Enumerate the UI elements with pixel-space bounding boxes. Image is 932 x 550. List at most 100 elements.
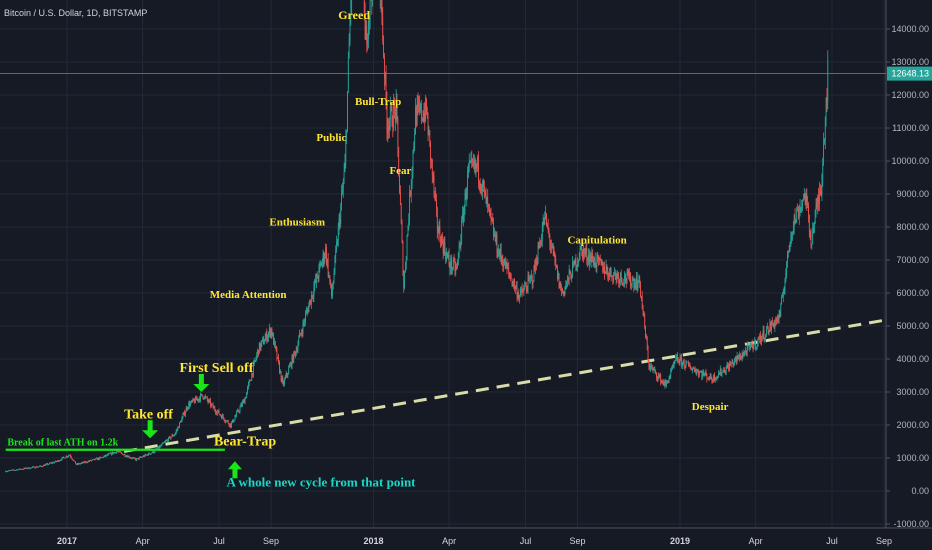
candle-body bbox=[509, 275, 511, 279]
candle-body bbox=[230, 423, 232, 427]
candle-body bbox=[265, 332, 267, 338]
candle-body bbox=[636, 277, 638, 289]
candle-body bbox=[181, 417, 183, 422]
candle-body bbox=[414, 134, 416, 145]
candle-body bbox=[132, 457, 134, 459]
candle-body bbox=[364, 15, 366, 40]
candle-body bbox=[447, 255, 449, 257]
y-tick-label: 12000.00 bbox=[891, 90, 929, 100]
candle-body bbox=[263, 342, 265, 345]
candle-body bbox=[553, 249, 555, 257]
candle-body bbox=[444, 242, 446, 254]
candle-body bbox=[7, 470, 9, 472]
candle-body bbox=[806, 193, 808, 205]
candle-body bbox=[157, 448, 159, 450]
candle-body bbox=[415, 106, 417, 125]
candle-body bbox=[687, 361, 689, 366]
candle-body bbox=[216, 411, 218, 414]
drawn-lines bbox=[5, 314, 909, 453]
candle-body bbox=[742, 353, 744, 357]
candle-body bbox=[817, 196, 819, 207]
candle-body bbox=[412, 150, 414, 171]
candle-body bbox=[467, 166, 469, 172]
candle-body bbox=[443, 242, 445, 254]
candle-body bbox=[282, 378, 284, 383]
candle-body bbox=[612, 276, 614, 282]
candle-body bbox=[663, 383, 665, 386]
candle-body bbox=[699, 371, 701, 373]
candle-body bbox=[220, 414, 222, 416]
candle-body bbox=[598, 257, 600, 261]
x-tick-label: Sep bbox=[570, 536, 586, 546]
candle-body bbox=[108, 453, 110, 455]
candle-body bbox=[511, 278, 513, 286]
candle-body bbox=[51, 462, 53, 464]
candle-body bbox=[619, 279, 620, 284]
candle-body bbox=[796, 208, 798, 222]
candle-body bbox=[133, 457, 135, 459]
candle-body bbox=[657, 375, 659, 380]
candle-body bbox=[798, 210, 799, 219]
candle-body bbox=[168, 437, 170, 442]
candle-body bbox=[301, 333, 303, 334]
candle-body bbox=[107, 453, 109, 456]
candle-body bbox=[336, 242, 337, 250]
candle-body bbox=[203, 398, 205, 399]
candle-body bbox=[243, 400, 245, 404]
candle-body bbox=[456, 267, 458, 269]
candle-body bbox=[625, 280, 627, 283]
candle-body bbox=[206, 397, 208, 401]
candle-body bbox=[495, 235, 497, 242]
candle-body bbox=[426, 98, 427, 113]
candle-body bbox=[615, 273, 617, 280]
candle-body bbox=[115, 452, 117, 453]
x-tick-label: Jul bbox=[826, 536, 838, 546]
candle-body bbox=[628, 273, 630, 280]
candle-body bbox=[677, 360, 679, 362]
candle-body bbox=[68, 455, 70, 457]
candle-body bbox=[494, 233, 496, 242]
candle-body bbox=[209, 400, 211, 402]
candle-body bbox=[404, 272, 405, 289]
candle-body bbox=[175, 430, 177, 434]
candle-body bbox=[266, 332, 268, 341]
candle-body bbox=[609, 272, 610, 278]
candle-body bbox=[573, 261, 575, 265]
candle-body bbox=[140, 456, 142, 458]
candle-body bbox=[263, 338, 264, 345]
candle-body bbox=[112, 452, 114, 454]
price-axis[interactable]: -1000.00 0.00 1000.00 2000.00 3000.00 4000.00… bbox=[886, 0, 929, 529]
candle-body bbox=[580, 246, 582, 248]
candle-body bbox=[276, 349, 278, 359]
candle-body bbox=[483, 187, 485, 190]
candle-body bbox=[757, 338, 759, 344]
candle-body bbox=[82, 462, 84, 464]
candle-body bbox=[774, 322, 776, 328]
candle-body bbox=[250, 380, 252, 382]
candle-body bbox=[457, 252, 459, 261]
candle-body bbox=[260, 343, 262, 350]
candle-body bbox=[169, 436, 170, 438]
candle-body bbox=[319, 264, 321, 266]
time-axis[interactable]: 2017 Apr Jul Sep 2018 Apr Jul Sep 2019 Apr Jul Sep bbox=[57, 536, 892, 546]
candle-body bbox=[415, 106, 416, 135]
candle-body bbox=[546, 213, 547, 226]
candle-body bbox=[459, 246, 461, 248]
candle-body bbox=[618, 275, 620, 284]
candle-body bbox=[268, 328, 270, 334]
candle-body bbox=[137, 458, 138, 459]
candle-body bbox=[593, 260, 594, 266]
candle-body bbox=[640, 283, 641, 297]
candle-body bbox=[800, 207, 802, 209]
candle-body bbox=[786, 262, 788, 273]
candle-body bbox=[252, 373, 253, 375]
candle-body bbox=[780, 304, 782, 317]
candle-body bbox=[736, 355, 738, 362]
candle-body bbox=[647, 348, 649, 361]
candle-body bbox=[132, 457, 133, 459]
candle-body bbox=[431, 160, 432, 162]
candle-body bbox=[775, 318, 777, 323]
candle-body bbox=[307, 310, 309, 313]
candle-body bbox=[124, 454, 126, 457]
